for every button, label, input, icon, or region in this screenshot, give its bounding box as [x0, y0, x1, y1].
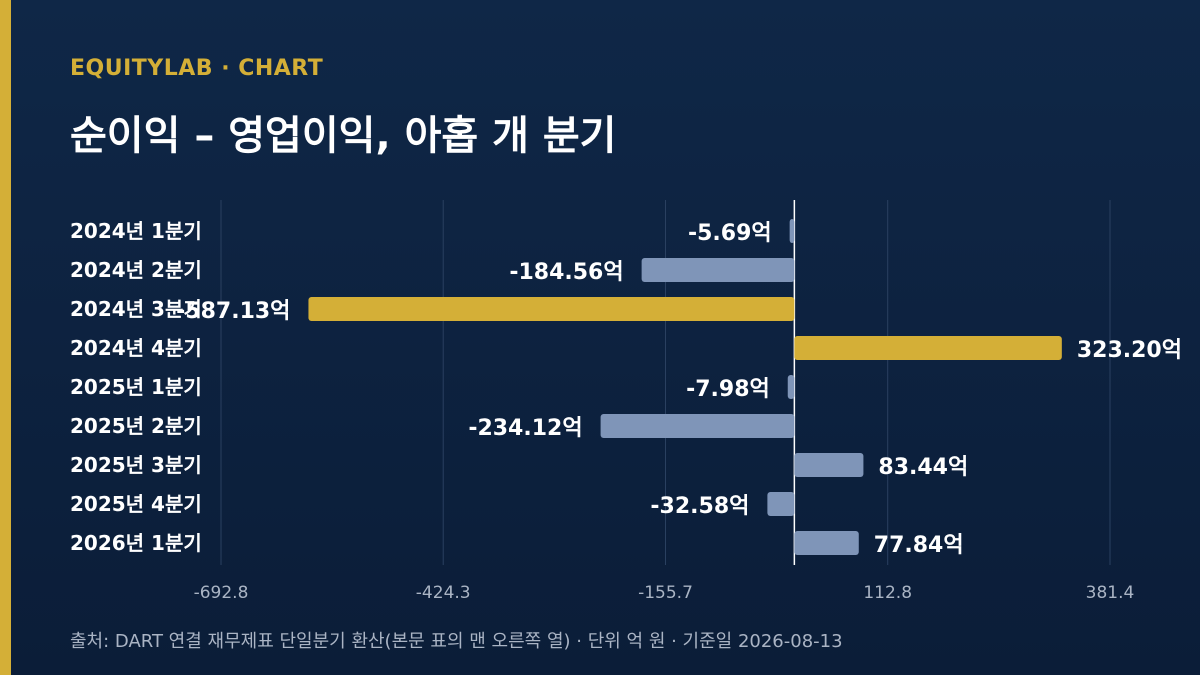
- x-tick-label: 381.4: [1086, 583, 1135, 603]
- data-label: -7.98억: [686, 377, 770, 402]
- bar: [789, 219, 795, 243]
- data-label: -5.69억: [688, 221, 772, 246]
- x-tick-label: -155.7: [638, 583, 693, 603]
- bar: [794, 453, 864, 477]
- bar: [767, 492, 795, 516]
- category-label: 2024년 1분기: [70, 219, 202, 243]
- bar: [600, 414, 795, 438]
- category-label: 2024년 3분기: [70, 297, 202, 321]
- data-label: 323.20억: [1077, 338, 1182, 363]
- data-label: -234.12억: [468, 416, 582, 441]
- category-label: 2025년 3분기: [70, 453, 202, 477]
- category-label: 2025년 1분기: [70, 375, 202, 399]
- bar: [787, 375, 795, 399]
- accent-bar: [0, 0, 11, 675]
- bar: [794, 531, 859, 555]
- data-label: 77.84억: [874, 533, 964, 558]
- category-label: 2024년 4분기: [70, 336, 202, 360]
- category-label: 2025년 2분기: [70, 414, 202, 438]
- bar: [794, 336, 1062, 360]
- x-tick-label: -692.8: [194, 583, 249, 603]
- data-label: -32.58억: [650, 494, 749, 519]
- x-tick-label: 112.8: [863, 583, 912, 603]
- source-footnote: 출처: DART 연결 재무제표 단일분기 환산(본문 표의 맨 오른쪽 열) …: [70, 631, 843, 652]
- bar: [641, 258, 795, 282]
- category-label: 2024년 2분기: [70, 258, 202, 282]
- data-label: 83.44억: [878, 455, 968, 480]
- page-title: 순이익 – 영업이익, 아홉 개 분기: [70, 113, 617, 159]
- bar: [308, 297, 795, 321]
- data-label: -587.13억: [176, 299, 290, 324]
- category-label: 2026년 1분기: [70, 531, 202, 555]
- brand-label: EQUITYLAB · CHART: [70, 56, 324, 81]
- category-label: 2025년 4분기: [70, 492, 202, 516]
- data-label: -184.56억: [509, 260, 623, 285]
- x-tick-label: -424.3: [416, 583, 471, 603]
